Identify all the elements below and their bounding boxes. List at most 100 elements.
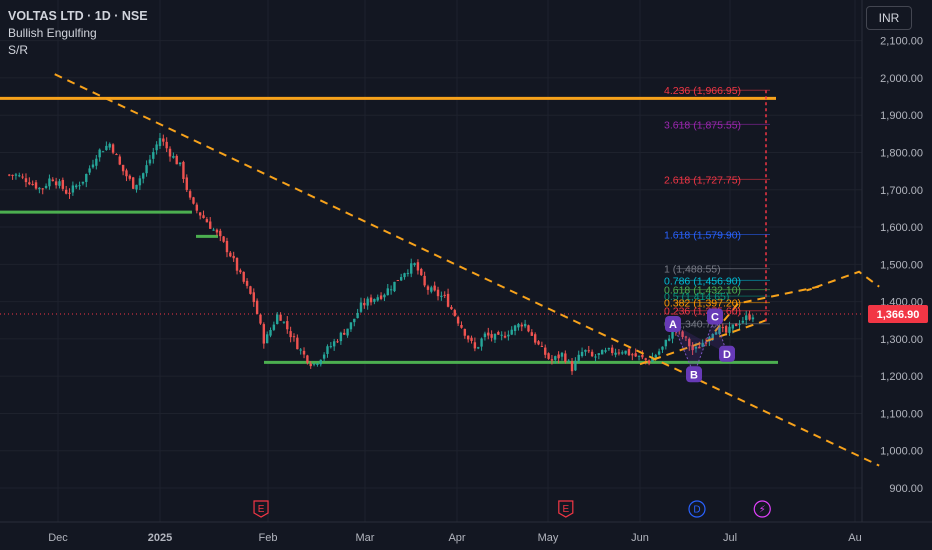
candle bbox=[634, 348, 637, 358]
candle bbox=[286, 316, 289, 334]
candle bbox=[590, 349, 594, 358]
indicator-label-sr[interactable]: S/R bbox=[8, 43, 29, 57]
candle bbox=[41, 187, 44, 195]
candle-body bbox=[38, 187, 41, 190]
candle bbox=[487, 327, 490, 340]
candle-body bbox=[487, 332, 490, 336]
candle-body bbox=[326, 346, 329, 354]
candle-body bbox=[420, 269, 423, 276]
event-split[interactable]: ⚡ bbox=[753, 500, 771, 518]
candle bbox=[175, 154, 178, 165]
candle-body bbox=[105, 145, 108, 151]
candle bbox=[745, 310, 748, 325]
candle bbox=[540, 341, 544, 348]
candle bbox=[470, 335, 473, 344]
candle-body bbox=[58, 181, 61, 186]
candle-body bbox=[410, 263, 413, 274]
candle-body bbox=[212, 229, 215, 231]
candle-body bbox=[316, 363, 319, 365]
fib-level-label: 0.786 (1,456.90) bbox=[664, 275, 741, 287]
candle-body bbox=[477, 347, 480, 349]
candle-body bbox=[18, 175, 21, 177]
candle-body bbox=[684, 336, 688, 338]
candle-body bbox=[162, 138, 165, 142]
fib-level-label: 4.236 (1,966.95) bbox=[664, 85, 741, 97]
candle-body bbox=[353, 318, 356, 323]
event-earnings[interactable]: E bbox=[253, 500, 269, 518]
candle bbox=[664, 339, 668, 350]
candle-body bbox=[81, 181, 85, 184]
pattern-point-marker bbox=[707, 308, 723, 325]
candle-body bbox=[165, 141, 168, 149]
indicator-label-bullish-engulfing[interactable]: Bullish Engulfing bbox=[8, 26, 97, 40]
candle-body bbox=[389, 289, 393, 291]
candle bbox=[460, 321, 463, 329]
candle-body bbox=[580, 351, 584, 356]
candle bbox=[641, 350, 644, 360]
candle-body bbox=[276, 314, 279, 325]
price-tick-label: 1,100.00 bbox=[880, 408, 923, 420]
event-earnings[interactable]: E bbox=[558, 500, 574, 518]
candle bbox=[336, 339, 339, 344]
fib-level-label: 1.618 (1,579.90) bbox=[664, 230, 741, 242]
candle-body bbox=[121, 164, 125, 172]
candle bbox=[607, 347, 611, 351]
candle bbox=[369, 294, 373, 306]
candle-body bbox=[463, 329, 467, 336]
candle-body bbox=[155, 144, 158, 151]
pattern-fill bbox=[673, 316, 727, 375]
candle-body bbox=[329, 346, 333, 348]
candle-body bbox=[584, 349, 587, 352]
candle bbox=[667, 334, 671, 342]
candle-body bbox=[48, 178, 51, 187]
candle-body bbox=[339, 332, 343, 342]
candle-body bbox=[510, 329, 513, 335]
candle bbox=[483, 331, 487, 341]
candle-body bbox=[523, 323, 527, 327]
pattern-point-label: A bbox=[669, 319, 677, 331]
candle bbox=[255, 298, 259, 315]
candle bbox=[105, 141, 108, 151]
candle-body bbox=[255, 300, 259, 315]
candle-body bbox=[78, 185, 81, 187]
candle-body bbox=[118, 156, 121, 165]
candle bbox=[75, 183, 78, 190]
candle bbox=[316, 362, 319, 367]
candle-body bbox=[225, 240, 229, 253]
candle-body bbox=[430, 287, 433, 292]
candle-body bbox=[61, 179, 65, 189]
candle bbox=[162, 134, 165, 146]
candle bbox=[225, 237, 229, 258]
event-dividend[interactable]: D bbox=[688, 500, 706, 518]
candle-body bbox=[718, 326, 721, 334]
candle bbox=[252, 288, 255, 307]
candle-body bbox=[175, 155, 178, 165]
candle-body bbox=[567, 360, 570, 362]
candle-body bbox=[641, 354, 644, 358]
candle-body bbox=[671, 326, 674, 339]
candle bbox=[121, 164, 125, 176]
candle-body bbox=[637, 355, 641, 357]
pattern-point-marker bbox=[719, 345, 735, 362]
candle bbox=[178, 162, 182, 167]
fib-level-label: 0.236 (1,375.60) bbox=[664, 306, 741, 318]
candle-body bbox=[383, 294, 386, 298]
candle-body bbox=[490, 334, 493, 338]
candle-body bbox=[31, 184, 34, 186]
candle bbox=[413, 262, 416, 267]
candle-body bbox=[513, 325, 517, 331]
candle bbox=[376, 294, 379, 302]
candle bbox=[386, 283, 389, 296]
candle bbox=[644, 357, 647, 365]
dividend-label: D bbox=[693, 505, 700, 516]
candle bbox=[430, 285, 433, 294]
candle-body bbox=[681, 331, 684, 337]
currency-button[interactable]: INR bbox=[866, 6, 912, 30]
candle bbox=[18, 172, 21, 178]
candle bbox=[520, 322, 523, 332]
candle bbox=[292, 333, 296, 342]
candle bbox=[332, 338, 336, 351]
candle-body bbox=[751, 317, 755, 320]
candle-body bbox=[209, 221, 212, 229]
